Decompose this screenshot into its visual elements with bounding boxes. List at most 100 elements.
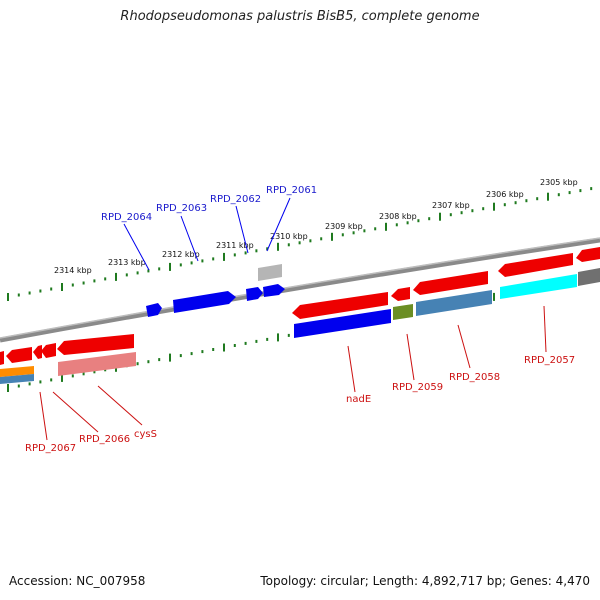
bottom-minor-tick xyxy=(136,362,139,366)
top-minor-tick xyxy=(525,199,528,203)
pseudo-feature xyxy=(258,264,282,281)
top-minor-tick xyxy=(147,269,150,273)
top-minor-tick xyxy=(406,221,409,225)
top-minor-tick xyxy=(579,189,582,193)
top-major-tick xyxy=(439,212,441,221)
gene-rpd-2057[interactable] xyxy=(498,253,573,277)
top-scale-labels: 2314 kbp 2313 kbp 2312 kbp 2311 kbp 2310… xyxy=(54,178,578,275)
label-rpd-2058: RPD_2058 xyxy=(449,372,500,383)
gene-cyss[interactable] xyxy=(57,334,134,355)
top-minor-tick xyxy=(363,229,366,233)
top-minor-tick xyxy=(395,223,398,227)
leader-rpd-2066 xyxy=(52,391,99,433)
tick-label-2309: 2309 kbp xyxy=(325,222,363,231)
gene-rpd-2064[interactable] xyxy=(146,303,162,317)
gene-rpd-2068-fragment[interactable] xyxy=(0,351,4,365)
bottom-minor-tick xyxy=(82,372,85,376)
label-leaders xyxy=(39,197,547,441)
feature-bar-steel-left xyxy=(0,374,34,384)
label-nade: nadE xyxy=(346,394,371,405)
top-minor-tick xyxy=(158,267,161,271)
top-minor-tick xyxy=(190,261,193,265)
top-minor-tick xyxy=(104,277,107,281)
tick-label-2307: 2307 kbp xyxy=(432,201,470,210)
bottom-minor-tick xyxy=(93,370,96,374)
genome-summary-text: Topology: circular; Length: 4,892,717 bp… xyxy=(260,574,590,588)
feature-bar-orange xyxy=(0,366,34,377)
top-major-tick xyxy=(277,242,279,251)
genome-backbone xyxy=(0,237,600,343)
top-major-tick xyxy=(385,222,387,231)
label-rpd-2067: RPD_2067 xyxy=(25,443,76,454)
top-minor-tick xyxy=(93,279,96,283)
bottom-minor-tick xyxy=(147,360,150,364)
top-minor-tick xyxy=(341,233,344,237)
top-minor-tick xyxy=(125,273,128,277)
label-rpd-2061: RPD_2061 xyxy=(266,185,317,196)
bottom-minor-tick xyxy=(287,333,290,337)
leader-rpd-2059 xyxy=(406,333,415,381)
feature-bars xyxy=(0,268,600,384)
gene-rpd-2056-fragment[interactable] xyxy=(576,247,600,262)
leader-rpd-2061 xyxy=(266,197,291,252)
tick-label-2311: 2311 kbp xyxy=(216,241,254,250)
forward-genes xyxy=(146,264,285,317)
label-rpd-2057: RPD_2057 xyxy=(524,355,575,366)
feature-bar-pink xyxy=(58,352,136,376)
bottom-minor-tick xyxy=(233,344,236,347)
tick-label-2310: 2310 kbp xyxy=(270,232,308,241)
top-scale-ticks xyxy=(7,187,593,301)
gene-rpd-2063[interactable] xyxy=(173,291,236,313)
top-minor-tick xyxy=(417,219,420,223)
bottom-minor-tick xyxy=(190,352,193,356)
bottom-minor-tick xyxy=(201,350,204,354)
gene-rpd-2067[interactable] xyxy=(6,347,32,363)
top-minor-tick xyxy=(471,209,474,213)
tick-label-2313: 2313 kbp xyxy=(108,258,146,267)
top-major-tick xyxy=(493,202,495,211)
top-minor-tick xyxy=(71,283,74,287)
feature-bar-steel xyxy=(416,290,492,316)
top-minor-tick xyxy=(352,231,355,235)
gene-rpd-2058[interactable] xyxy=(413,271,488,295)
bottom-minor-tick xyxy=(39,380,42,384)
bottom-minor-tick xyxy=(212,348,215,351)
tick-label-2312: 2312 kbp xyxy=(162,250,200,259)
leader-rpd-2058 xyxy=(457,324,471,369)
feature-bar-gray xyxy=(578,268,600,286)
top-minor-tick xyxy=(255,249,258,253)
bottom-minor-tick xyxy=(244,341,247,345)
label-cyss: cysS xyxy=(134,429,157,440)
top-major-tick xyxy=(115,272,117,281)
gene-small-b[interactable] xyxy=(41,343,56,358)
bottom-minor-tick xyxy=(158,358,161,362)
feature-bar-blue xyxy=(294,309,391,338)
reverse-genes xyxy=(0,247,600,365)
bottom-minor-tick xyxy=(71,374,74,378)
gene-rpd-2062[interactable] xyxy=(246,287,263,301)
top-minor-tick xyxy=(39,289,42,293)
top-major-tick xyxy=(7,293,9,301)
top-minor-tick xyxy=(460,211,463,215)
gene-rpd-2061[interactable] xyxy=(263,284,285,297)
label-rpd-2062: RPD_2062 xyxy=(210,194,261,205)
gene-small-a[interactable] xyxy=(33,345,42,359)
gene-rpd-2059[interactable] xyxy=(391,287,410,301)
top-minor-tick xyxy=(503,203,506,207)
top-minor-tick xyxy=(136,271,139,275)
bottom-minor-tick xyxy=(17,384,20,388)
top-major-tick xyxy=(331,232,333,241)
top-minor-tick xyxy=(536,197,539,201)
bottom-minor-tick xyxy=(179,354,182,358)
gene-nade[interactable] xyxy=(292,292,388,319)
top-major-tick xyxy=(547,192,549,201)
bottom-major-tick xyxy=(277,333,279,342)
bottom-minor-tick xyxy=(28,382,31,386)
leader-cyss xyxy=(97,385,143,426)
top-minor-tick xyxy=(244,251,247,255)
bottom-minor-tick xyxy=(50,378,53,382)
top-minor-tick xyxy=(82,281,85,285)
top-minor-tick xyxy=(50,287,53,291)
top-minor-tick xyxy=(590,187,593,191)
